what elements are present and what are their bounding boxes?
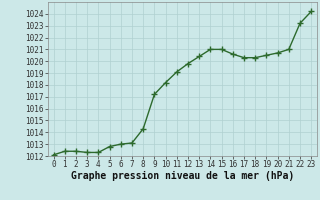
X-axis label: Graphe pression niveau de la mer (hPa): Graphe pression niveau de la mer (hPa) (71, 171, 294, 181)
